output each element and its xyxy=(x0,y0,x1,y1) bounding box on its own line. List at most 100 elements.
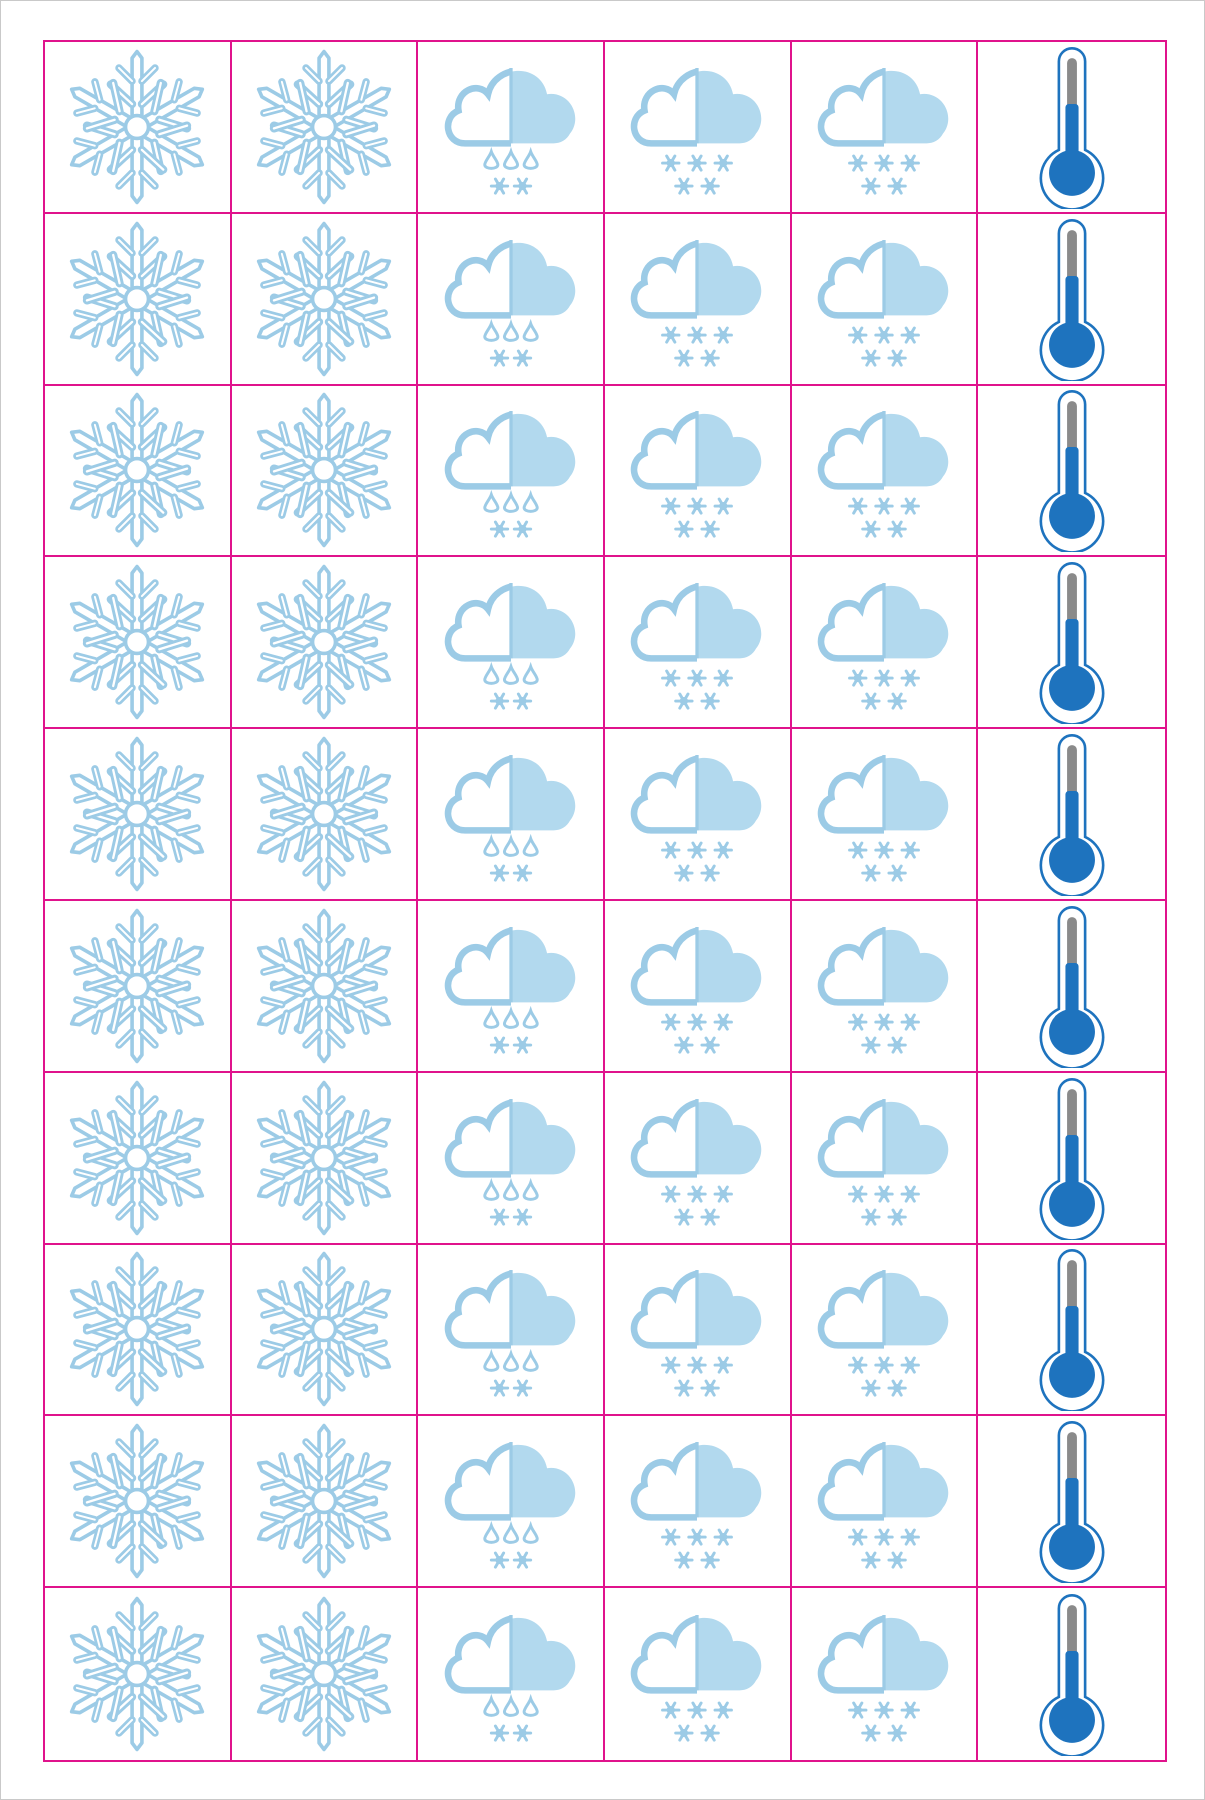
cloud-sleet-icon xyxy=(444,1270,575,1398)
cloud-heavy-snow-icon xyxy=(817,926,949,1054)
grid-cell xyxy=(418,213,605,386)
cloud-heavy-snow-icon xyxy=(631,411,762,539)
cloud-heavy-snow-icon xyxy=(631,1098,762,1226)
grid-cell xyxy=(418,901,605,1073)
grid-cell xyxy=(978,386,1165,558)
grid-cell xyxy=(45,557,232,730)
grid-cell xyxy=(605,1588,792,1760)
grid-cell xyxy=(605,557,792,730)
cloud-heavy-snow-icon xyxy=(631,1615,762,1742)
grid-cell xyxy=(791,729,979,901)
grid-cell xyxy=(605,385,792,558)
snowflake-icon xyxy=(256,221,392,376)
snowflake-icon xyxy=(256,1252,392,1407)
grid-cell xyxy=(232,1588,419,1760)
grid-cell xyxy=(978,901,1165,1073)
grid-cell xyxy=(605,42,792,214)
icon-grid xyxy=(43,40,1167,1762)
cloud-sleet-icon xyxy=(444,1442,575,1569)
thermometer-cold-icon xyxy=(1039,1077,1105,1240)
thermometer-cold-icon xyxy=(1039,1421,1105,1584)
cloud-heavy-snow-icon xyxy=(631,755,762,882)
grid-cell xyxy=(45,213,232,386)
grid-cell xyxy=(791,557,979,730)
grid-cell xyxy=(231,1072,419,1245)
cloud-heavy-snow-icon xyxy=(631,926,762,1054)
snowflake-icon xyxy=(70,49,205,205)
thermometer-cold-icon xyxy=(1039,46,1105,209)
snowflake-icon xyxy=(256,393,392,548)
cloud-heavy-snow-icon xyxy=(817,1442,949,1569)
grid-cell xyxy=(231,901,419,1073)
cloud-heavy-snow-icon xyxy=(817,239,949,367)
grid-cell xyxy=(45,1416,232,1589)
cloud-sleet-icon xyxy=(444,239,575,367)
grid-cell xyxy=(418,557,605,730)
grid-cell xyxy=(605,729,792,901)
cloud-heavy-snow-icon xyxy=(817,583,949,710)
snowflake-icon xyxy=(70,1596,205,1752)
grid-cell xyxy=(791,901,979,1073)
thermometer-cold-icon xyxy=(1039,905,1105,1068)
grid-cell xyxy=(231,1244,419,1417)
snowflake-icon xyxy=(256,49,392,205)
grid-cell xyxy=(231,42,419,214)
grid-cell xyxy=(418,1416,605,1589)
cloud-heavy-snow-icon xyxy=(631,1442,762,1569)
grid-cell xyxy=(45,1072,232,1245)
thermometer-cold-icon xyxy=(1039,734,1105,897)
snowflake-icon xyxy=(70,1424,205,1579)
grid-cell xyxy=(418,1244,605,1417)
grid-cell xyxy=(418,1072,605,1245)
grid-cell xyxy=(978,1416,1165,1589)
thermometer-cold-icon xyxy=(1039,218,1105,381)
grid-cell xyxy=(418,1588,605,1760)
grid-cell xyxy=(45,729,232,901)
cloud-heavy-snow-icon xyxy=(631,583,762,710)
grid-cell xyxy=(978,729,1165,901)
snowflake-icon xyxy=(70,221,205,376)
grid-cell xyxy=(605,1244,792,1417)
snowflake-icon xyxy=(256,565,392,720)
cloud-heavy-snow-icon xyxy=(817,1615,949,1742)
grid-cell xyxy=(978,1073,1165,1245)
grid-cell xyxy=(231,729,419,901)
grid-cell xyxy=(231,557,419,730)
grid-cell xyxy=(231,385,419,558)
cloud-heavy-snow-icon xyxy=(631,1270,762,1398)
cloud-heavy-snow-icon xyxy=(817,67,949,195)
cloud-sleet-icon xyxy=(444,411,575,539)
cloud-heavy-snow-icon xyxy=(631,239,762,367)
cloud-sleet-icon xyxy=(444,1098,575,1226)
grid-cell xyxy=(45,1244,232,1417)
grid-cell xyxy=(978,42,1165,214)
snowflake-icon xyxy=(256,1080,392,1235)
grid-cell xyxy=(45,1588,232,1760)
cloud-sleet-icon xyxy=(444,1615,575,1742)
snowflake-icon xyxy=(256,736,392,892)
grid-cell xyxy=(978,557,1165,730)
grid-cell xyxy=(605,901,792,1073)
grid-cell xyxy=(45,901,232,1073)
cloud-sleet-icon xyxy=(444,583,575,710)
snowflake-icon xyxy=(256,1596,392,1752)
snowflake-icon xyxy=(70,1080,205,1235)
grid-cell xyxy=(605,1072,792,1245)
grid-cell xyxy=(45,385,232,558)
grid-cell xyxy=(791,42,979,214)
grid-cell xyxy=(978,1245,1165,1417)
snowflake-icon xyxy=(70,565,205,720)
grid-cell xyxy=(792,1588,979,1760)
grid-cell xyxy=(45,42,232,214)
grid-cell xyxy=(418,42,605,214)
grid-cell xyxy=(418,385,605,558)
cloud-heavy-snow-icon xyxy=(631,67,762,195)
grid-cell xyxy=(791,213,979,386)
thermometer-cold-icon xyxy=(1039,1594,1105,1757)
grid-cell xyxy=(791,1416,979,1589)
thermometer-cold-icon xyxy=(1039,390,1105,553)
snowflake-icon xyxy=(256,1424,392,1579)
snowflake-icon xyxy=(70,1252,205,1407)
cloud-sleet-icon xyxy=(444,67,575,195)
